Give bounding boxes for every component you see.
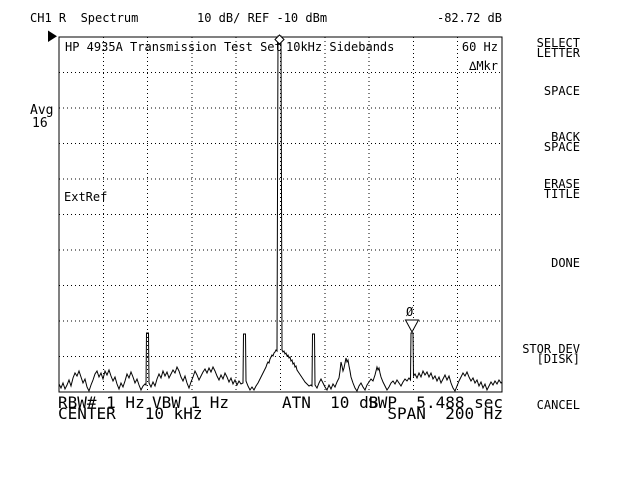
rbw-readout: RBW# 1 Hz <box>58 393 145 412</box>
delta-marker-number: Ø <box>406 305 414 319</box>
ext-ref-indicator: ExtRef <box>64 190 108 204</box>
average-label: Avg <box>30 103 54 118</box>
softkey-cancel[interactable]: CANCEL <box>536 398 580 412</box>
softkey-stor-dev-disk[interactable]: STOR DEV [DISK] <box>522 342 580 366</box>
channel-trace-label: CH1 R Spectrum <box>30 11 139 25</box>
center-frequency-readout: CENTER 10 kHz <box>58 404 203 423</box>
delta-marker-frequency: 60 Hz <box>461 40 498 54</box>
attenuation-readout: ATN 10 dB <box>282 393 379 412</box>
span-readout: SPAN 200 Hz <box>387 404 503 423</box>
average-count: 16 <box>32 116 48 131</box>
softkey-erase-title[interactable]: ERASE TITLE <box>543 177 580 201</box>
delta-marker-amplitude: -82.72 dB <box>436 11 502 25</box>
delta-marker-label: ∆Mkr <box>469 59 498 73</box>
display-title-left: HP 4935A Transmission Test Set <box>65 40 282 54</box>
softkey-space[interactable]: SPACE <box>543 84 580 98</box>
softkey-done[interactable]: DONE <box>551 256 580 270</box>
softkey-select-letter[interactable]: SELECT LETTER <box>536 36 580 60</box>
display-title-right: 10kHz Sidebands <box>286 40 395 54</box>
scale-ref-label: 10 dB/ REF -10 dBm <box>197 11 328 25</box>
vbw-readout: VBW 1 Hz <box>152 393 230 412</box>
softkey-back-space[interactable]: BACK SPACE <box>543 130 580 154</box>
sweep-time-readout: SWP 5.488 sec <box>368 393 503 412</box>
